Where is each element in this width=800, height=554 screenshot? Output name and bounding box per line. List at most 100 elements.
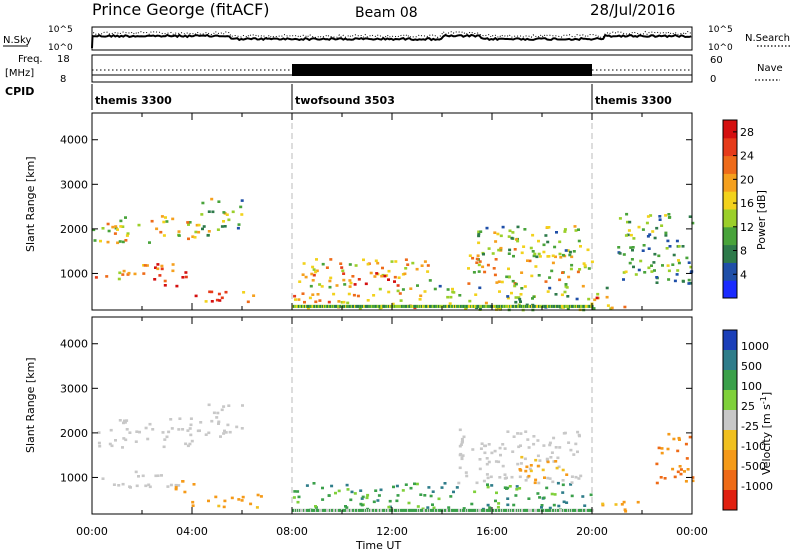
echo-cell xyxy=(428,304,430,308)
echo-cell xyxy=(531,508,533,512)
echo-cell xyxy=(534,458,538,462)
echo-cell xyxy=(201,227,204,231)
power-panel: 1000 2000 3000 4000 Slant Range [km] 4 8 12 16… xyxy=(24,112,768,312)
echo-cell xyxy=(200,213,204,216)
echo-cell xyxy=(137,475,140,478)
echo-cell xyxy=(456,304,458,308)
echo-cell xyxy=(369,508,371,512)
echo-cell xyxy=(477,263,481,267)
echo-cell xyxy=(516,462,520,466)
echo-cell xyxy=(111,225,115,229)
echo-cell xyxy=(446,288,450,291)
echo-cell xyxy=(426,506,430,509)
echo-cell xyxy=(167,430,171,434)
echo-cell xyxy=(364,304,366,308)
echo-cell xyxy=(650,264,653,267)
echo-cell xyxy=(537,252,541,256)
y-tick-label: 4000 xyxy=(60,134,88,147)
echo-cell xyxy=(624,510,628,513)
echo-cell xyxy=(333,508,335,512)
echo-cell xyxy=(677,261,681,265)
echo-cell xyxy=(124,438,128,442)
date-title: 28/Jul/2016 xyxy=(590,1,675,19)
echo-cell xyxy=(590,260,594,264)
echo-cell xyxy=(303,300,306,304)
echo-cell xyxy=(650,270,654,273)
echo-cell xyxy=(657,446,661,450)
echo-cell xyxy=(572,453,576,456)
echo-cell xyxy=(399,508,401,512)
echo-cell xyxy=(666,447,670,451)
echo-cell xyxy=(410,508,412,512)
echo-cell xyxy=(579,474,583,478)
echo-cell xyxy=(360,503,364,507)
echo-cell xyxy=(371,304,373,308)
echo-cell xyxy=(610,306,614,310)
echo-cell xyxy=(468,508,470,512)
echo-cell xyxy=(337,508,339,512)
echo-cell xyxy=(645,221,649,225)
echo-cell xyxy=(557,304,559,308)
echo-cell xyxy=(322,304,324,308)
echo-cell xyxy=(406,263,410,266)
echo-cell xyxy=(220,225,224,228)
power-colorbar: 4 8 12 16 20 24 28 xyxy=(722,119,754,299)
echo-cell xyxy=(431,490,435,493)
echo-cell xyxy=(532,508,534,512)
echo-cell xyxy=(474,304,476,308)
echo-cell xyxy=(655,281,659,284)
echo-cell xyxy=(490,451,494,455)
echo-cell xyxy=(367,304,369,308)
echo-cell xyxy=(563,230,567,233)
echo-cell xyxy=(414,304,416,308)
echo-cell xyxy=(360,497,364,500)
echo-cell xyxy=(515,488,519,491)
echo-cell xyxy=(582,304,584,308)
echo-cell xyxy=(528,467,532,471)
echo-cell xyxy=(405,304,407,308)
echo-cell xyxy=(151,428,155,431)
echo-cell xyxy=(366,299,370,302)
echo-cell xyxy=(374,508,376,512)
echo-cell xyxy=(537,508,539,512)
echo-cell xyxy=(562,508,564,512)
echo-cell xyxy=(464,471,468,474)
echo-cell xyxy=(514,296,518,299)
echo-cell xyxy=(366,493,370,497)
echo-cell xyxy=(143,264,147,267)
echo-cell xyxy=(689,265,693,269)
echo-cell xyxy=(490,304,492,308)
echo-cell xyxy=(162,220,166,224)
echo-cell xyxy=(446,304,448,308)
echo-cell xyxy=(198,429,201,432)
echo-cell xyxy=(627,229,631,232)
colorbar-swatch xyxy=(723,244,737,263)
echo-cell xyxy=(511,450,515,453)
echo-cell xyxy=(553,304,555,308)
echo-cell xyxy=(508,248,512,252)
echo-cell xyxy=(529,464,533,467)
echo-cell xyxy=(624,270,628,274)
echo-cell xyxy=(581,284,585,288)
echo-cell xyxy=(503,473,507,476)
echo-cell xyxy=(298,304,300,308)
echo-cell xyxy=(558,446,562,449)
echo-cell xyxy=(646,235,650,238)
echo-cell xyxy=(605,295,609,299)
echo-cell xyxy=(191,504,195,507)
echo-cell xyxy=(506,296,510,300)
echo-cell xyxy=(659,476,663,479)
echo-cell xyxy=(154,266,157,269)
echo-cell xyxy=(330,484,334,488)
echo-cell xyxy=(224,431,228,434)
echo-cell xyxy=(108,442,112,446)
echo-cell xyxy=(373,304,375,308)
echo-cell xyxy=(570,494,574,498)
echo-cell xyxy=(242,291,246,294)
echo-cell xyxy=(256,493,260,497)
echo-cell xyxy=(581,508,583,512)
echo-cell xyxy=(189,423,193,427)
echo-cell xyxy=(584,508,586,512)
echo-cell xyxy=(573,508,575,512)
echo-cell xyxy=(404,508,406,512)
